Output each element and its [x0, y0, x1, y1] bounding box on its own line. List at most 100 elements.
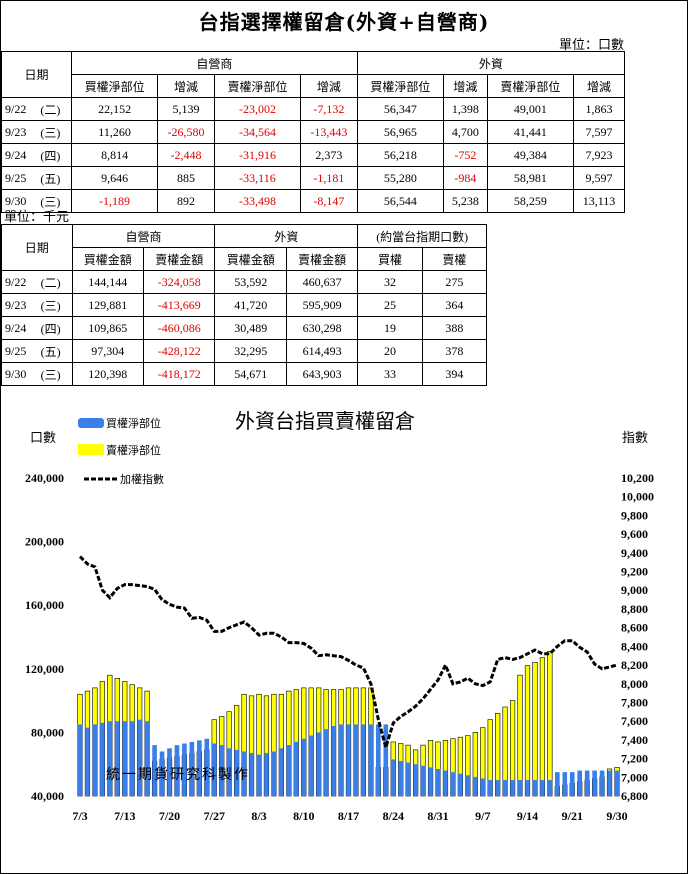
table-cell: 58,981: [486, 166, 575, 190]
table-cell: -33,498: [213, 189, 302, 213]
table-cell: 56,218: [356, 143, 444, 167]
call-bar: [114, 721, 120, 796]
right-tick-label: 8,400: [621, 639, 648, 653]
right-tick-label: 9,000: [621, 583, 648, 597]
x-tick-label: 9/14: [517, 809, 538, 823]
table-cell: 19: [357, 316, 423, 340]
put-bar: [524, 665, 531, 797]
table-row: 9/30 (三) 120,398 -418,172 54,671 643,903 33 394: [0, 362, 488, 386]
table-row: 9/25 (五) 97,304 -428,122 32,295 614,493 20 378: [0, 339, 488, 363]
right-tick-label: 7,800: [621, 696, 648, 710]
table-row: 9/23 (三) 11,260 -26,580 -34,564 -13,443 56,965…: [1, 120, 625, 144]
call-bar: [540, 780, 545, 796]
left-axis-label: 口數: [30, 431, 56, 446]
call-bar: [353, 724, 359, 796]
call-bar: [293, 741, 299, 796]
call-bar: [577, 770, 583, 796]
table-cell: 56,965: [356, 120, 444, 144]
left-tick-label: 160,000: [25, 598, 64, 612]
table-cell: 56,544: [356, 189, 444, 213]
table-cell: 364: [421, 293, 488, 317]
call-bar: [241, 751, 247, 796]
legend-label-put: 賣權淨部位: [106, 443, 161, 457]
call-bar: [100, 722, 105, 796]
x-tick-label: 7/27: [204, 809, 225, 823]
call-bar: [219, 745, 225, 796]
row-weekday: (四): [37, 316, 73, 340]
x-tick-label: 8/3: [251, 809, 266, 823]
call-bar: [331, 726, 336, 796]
column-header: 買權金額: [71, 247, 145, 271]
x-tick-label: 9/7: [475, 809, 490, 823]
call-bar: [472, 776, 478, 796]
call-bar: [137, 719, 142, 796]
x-tick-label: 8/31: [427, 809, 448, 823]
call-bar: [569, 772, 575, 796]
table-cell: -324,058: [143, 270, 216, 294]
table-cell: 22,152: [70, 97, 159, 121]
legend-swatch-put: [78, 444, 104, 455]
call-bar: [480, 778, 486, 796]
table-cell: 33: [357, 362, 423, 386]
row-date: 9/24: [1, 143, 38, 167]
table-cell: 58,259: [486, 189, 575, 213]
call-bar: [592, 770, 597, 796]
row-weekday: (四): [37, 143, 72, 167]
row-date: 9/24: [0, 316, 38, 340]
call-bar: [271, 751, 277, 796]
call-bar: [510, 780, 515, 796]
table-cell: 394: [421, 362, 488, 386]
call-bar: [502, 780, 508, 796]
call-bar: [555, 772, 560, 796]
put-bar: [547, 651, 553, 797]
call-bar: [197, 740, 202, 796]
right-tick-label: 7,600: [621, 714, 648, 728]
call-bar: [614, 770, 620, 796]
column-header: 增減: [157, 74, 215, 98]
table-cell: 5,139: [157, 97, 215, 121]
x-tick-label: 8/10: [293, 809, 314, 823]
call-bar: [517, 780, 523, 796]
table-cell: -413,669: [143, 293, 216, 317]
put-bar: [517, 674, 523, 797]
column-header: 買權: [357, 247, 423, 271]
position-chart: 外資台指買賣權留倉 口數 指數 買權淨部位 賣權淨部位 加權指數 40,000 8…: [25, 409, 654, 823]
amounts-table: 日期 自營商 外資 (約當台指期口數) 買權金額 賣權金額 買權金額 賣權金額 買權 賣權…: [0, 224, 488, 386]
table-row: 9/22 (二) 144,144 -324,058 53,592 460,637 32 275: [0, 270, 488, 294]
right-tick-label: 10,000: [621, 490, 654, 504]
table-cell: 56,347: [356, 97, 444, 121]
call-bar: [316, 732, 321, 796]
legend-swatch-call: [78, 418, 104, 428]
put-bar: [532, 662, 538, 797]
left-tick-label: 40,000: [31, 789, 64, 803]
right-axis: 6,800 7,000 7,200 7,400 7,600 7,800 8,000 8,200…: [621, 471, 654, 803]
x-tick-label: 7/20: [159, 809, 180, 823]
table-cell: 109,865: [71, 316, 145, 340]
table-cell: -418,172: [143, 362, 216, 386]
table-cell: 630,298: [285, 316, 359, 340]
table-row: 9/23 (三) 129,881 -413,669 41,720 595,909 25 364: [0, 293, 488, 317]
call-bar: [286, 745, 292, 796]
chart-title: 外資台指買賣權留倉: [235, 409, 415, 433]
call-bar: [376, 724, 381, 796]
row-weekday: (三): [37, 293, 73, 317]
legend-label-index: 加權指數: [120, 472, 164, 486]
table-cell: -1,189: [70, 189, 159, 213]
table-cell: -984: [442, 166, 488, 190]
right-tick-label: 8,600: [621, 621, 648, 635]
unit-label-contracts: 單位：口數: [558, 38, 624, 53]
table-cell: -31,916: [213, 143, 302, 167]
row-weekday: (三): [37, 362, 73, 386]
table-cell: 53,592: [214, 270, 287, 294]
table-cell: 460,637: [285, 270, 359, 294]
table-cell: 885: [157, 166, 215, 190]
row-date: 9/30: [0, 362, 38, 386]
table-cell: -23,002: [213, 97, 302, 121]
table-cell: 129,881: [71, 293, 145, 317]
table-cell: 1,398: [442, 97, 488, 121]
column-header: 賣權金額: [143, 247, 216, 271]
group-header-foreign: 外資: [356, 51, 626, 75]
call-bar: [346, 724, 351, 796]
positions-table: 日期 自營商 外資 買權淨部位 增減 賣權淨部位 增減 買權淨部位 增減 賣權淨部位 增減 9…: [1, 51, 626, 213]
call-bar: [443, 770, 448, 796]
